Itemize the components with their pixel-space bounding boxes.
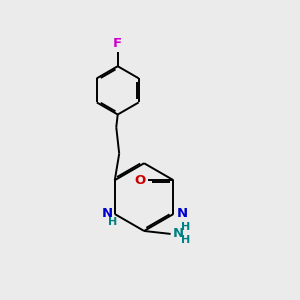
Text: N: N [101,207,112,220]
Text: O: O [134,174,146,187]
Text: H: H [181,222,190,233]
Text: N: N [173,227,184,240]
Text: N: N [176,207,188,220]
Text: H: H [181,236,190,245]
Text: H: H [108,217,117,227]
Text: F: F [113,37,122,50]
